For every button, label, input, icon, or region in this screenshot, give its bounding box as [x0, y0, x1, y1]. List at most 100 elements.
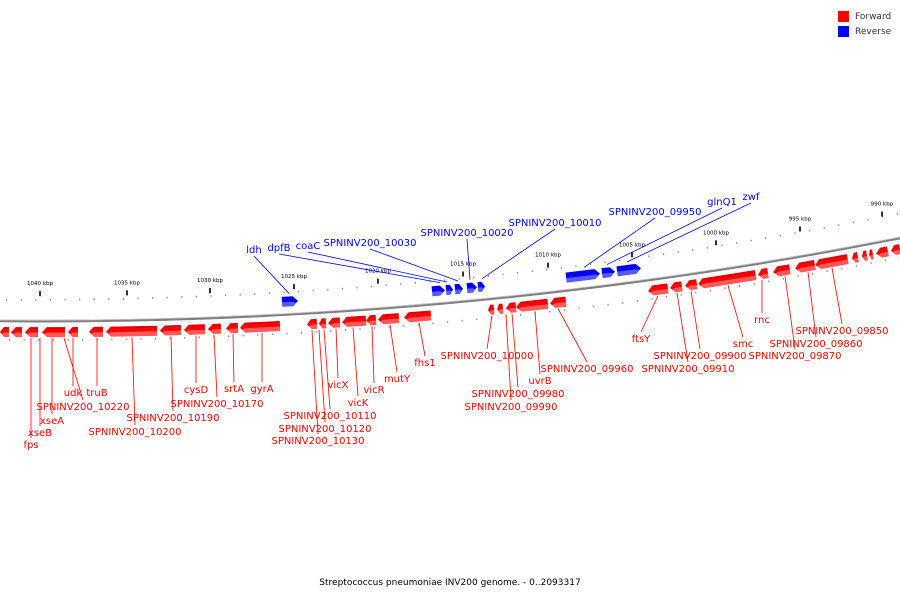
reverse-gene[interactable] — [477, 281, 486, 293]
reverse-gene[interactable] — [445, 284, 454, 296]
forward-gene-label-spninv200-09910[interactable]: SPNINV200_09910 — [641, 364, 734, 375]
gene-shading — [68, 332, 79, 338]
reverse-gene-label-coac[interactable]: coaC — [296, 241, 321, 252]
forward-gene-label-spninv200-09980[interactable]: SPNINV200_09980 — [471, 389, 564, 400]
reverse-gene[interactable] — [281, 296, 299, 307]
forward-gene[interactable] — [183, 324, 206, 335]
forward-gene[interactable] — [10, 327, 23, 338]
gene-body — [404, 310, 432, 323]
forward-gene-label-vicx[interactable]: vicX — [327, 380, 348, 391]
forward-gene[interactable] — [239, 320, 281, 333]
forward-gene-label-spninv200-09860[interactable]: SPNINV200_09860 — [769, 339, 862, 350]
reverse-gene[interactable] — [466, 282, 478, 294]
reverse-gene[interactable] — [601, 267, 616, 279]
forward-gene[interactable] — [851, 252, 859, 263]
gene-shading — [106, 331, 158, 337]
forward-gene[interactable] — [105, 325, 158, 337]
forward-gene[interactable] — [772, 264, 791, 277]
gene-shading — [506, 307, 517, 313]
forward-gene[interactable] — [868, 249, 874, 260]
forward-gene-label-uvrb[interactable]: uvrB — [528, 376, 551, 387]
gene-shading — [208, 329, 222, 334]
reverse-gene[interactable] — [454, 283, 464, 295]
forward-gene[interactable] — [365, 314, 377, 326]
forward-gene-label-srta[interactable]: srtA — [224, 384, 244, 395]
reverse-gene-label-zwf[interactable]: zwf — [743, 192, 760, 203]
forward-gene[interactable] — [496, 303, 504, 315]
forward-gene[interactable] — [794, 260, 816, 273]
forward-gene[interactable] — [861, 250, 868, 261]
reverse-gene[interactable] — [616, 263, 642, 277]
reverse-gene-label-glnq1[interactable]: glnQ1 — [707, 197, 737, 208]
forward-gene[interactable] — [669, 281, 683, 293]
forward-gene-label-spninv200-10130[interactable]: SPNINV200_10130 — [271, 436, 364, 447]
forward-gene[interactable] — [487, 304, 495, 316]
forward-gene-label-trub[interactable]: truB — [86, 388, 107, 399]
forward-gene-label-spninv200-10190[interactable]: SPNINV200_10190 — [126, 413, 219, 424]
reverse-gene-label-spninv200-10020[interactable]: SPNINV200_10020 — [420, 228, 513, 239]
gene-shading — [342, 321, 367, 327]
forward-gene[interactable] — [377, 313, 400, 325]
forward-gene-label-vick[interactable]: vicK — [348, 398, 369, 409]
forward-gene-label-muty[interactable]: mutY — [384, 374, 411, 385]
forward-gene-label-cysd[interactable]: cysD — [184, 385, 209, 396]
forward-gene[interactable] — [341, 315, 367, 328]
forward-gene[interactable] — [403, 310, 432, 323]
forward-gene-label-spninv200-10170[interactable]: SPNINV200_10170 — [170, 399, 263, 410]
forward-gene-label-smc[interactable]: smc — [733, 339, 753, 350]
forward-gene-label-spninv200-10120[interactable]: SPNINV200_10120 — [278, 424, 371, 435]
gene-edge — [647, 283, 668, 288]
forward-gene-label-vicr[interactable]: vicR — [363, 385, 384, 396]
leader-line — [131, 337, 136, 426]
reverse-gene-label-dpfb[interactable]: dpfB — [267, 243, 290, 254]
forward-gene[interactable] — [647, 283, 669, 296]
forward-gene-label-fps[interactable]: fps — [23, 440, 38, 451]
forward-gene-label-spninv200-10110[interactable]: SPNINV200_10110 — [283, 411, 376, 422]
forward-gene[interactable] — [0, 327, 10, 338]
gene-shading — [862, 255, 868, 261]
reverse-gene-label-spninv200-10030[interactable]: SPNINV200_10030 — [323, 238, 416, 249]
forward-gene-label-gyra[interactable]: gyrA — [250, 384, 273, 395]
reverse-gene-label-ldh[interactable]: ldh — [246, 245, 261, 256]
forward-gene[interactable] — [306, 318, 318, 330]
forward-gene-label-spninv200-10200[interactable]: SPNINV200_10200 — [88, 427, 181, 438]
forward-gene-label-fhs1[interactable]: fhs1 — [414, 358, 435, 369]
forward-gene[interactable] — [505, 302, 517, 313]
forward-gene[interactable] — [207, 323, 222, 334]
reverse-gene[interactable] — [431, 285, 446, 297]
forward-gene-label-spninv200-10000[interactable]: SPNINV200_10000 — [440, 351, 533, 362]
gene-edge — [861, 250, 867, 253]
forward-gene-label-rnc[interactable]: rnc — [754, 315, 770, 326]
minor-tick-upper — [122, 297, 124, 300]
forward-gene[interactable] — [875, 246, 889, 258]
forward-gene[interactable] — [327, 317, 341, 328]
forward-gene[interactable] — [67, 327, 79, 338]
forward-gene-label-ftsy[interactable]: ftsY — [632, 334, 651, 345]
minor-tick-upper — [575, 265, 577, 267]
forward-gene[interactable] — [757, 268, 769, 279]
forward-gene[interactable] — [88, 326, 104, 337]
reverse-gene-label-spninv200-09950[interactable]: SPNINV200_09950 — [608, 207, 701, 218]
forward-gene-label-spninv200-10220[interactable]: SPNINV200_10220 — [36, 402, 129, 413]
forward-gene[interactable] — [225, 322, 239, 334]
forward-gene[interactable] — [318, 318, 327, 329]
forward-gene[interactable] — [814, 254, 849, 270]
forward-gene-label-xseb[interactable]: xseB — [28, 428, 52, 439]
forward-gene-label-spninv200-09960[interactable]: SPNINV200_09960 — [540, 364, 633, 375]
forward-gene[interactable] — [684, 279, 698, 291]
forward-gene-label-spninv200-09990[interactable]: SPNINV200_09990 — [464, 402, 557, 413]
forward-gene[interactable] — [549, 296, 567, 309]
forward-gene[interactable] — [159, 325, 182, 336]
forward-gene-label-udk[interactable]: udk — [64, 388, 83, 399]
reverse-gene[interactable] — [565, 269, 601, 283]
forward-gene-label-spninv200-09850[interactable]: SPNINV200_09850 — [795, 326, 888, 337]
forward-gene[interactable] — [41, 327, 66, 338]
forward-gene[interactable] — [515, 298, 549, 312]
forward-gene-label-spninv200-09900[interactable]: SPNINV200_09900 — [653, 351, 746, 362]
forward-gene[interactable] — [697, 270, 757, 289]
forward-gene-label-spninv200-09870[interactable]: SPNINV200_09870 — [748, 351, 841, 362]
forward-gene[interactable] — [24, 327, 39, 338]
reverse-gene-label-spninv200-10010[interactable]: SPNINV200_10010 — [508, 218, 601, 229]
forward-gene[interactable] — [890, 244, 900, 256]
forward-gene-label-xsea[interactable]: xseA — [40, 416, 64, 427]
